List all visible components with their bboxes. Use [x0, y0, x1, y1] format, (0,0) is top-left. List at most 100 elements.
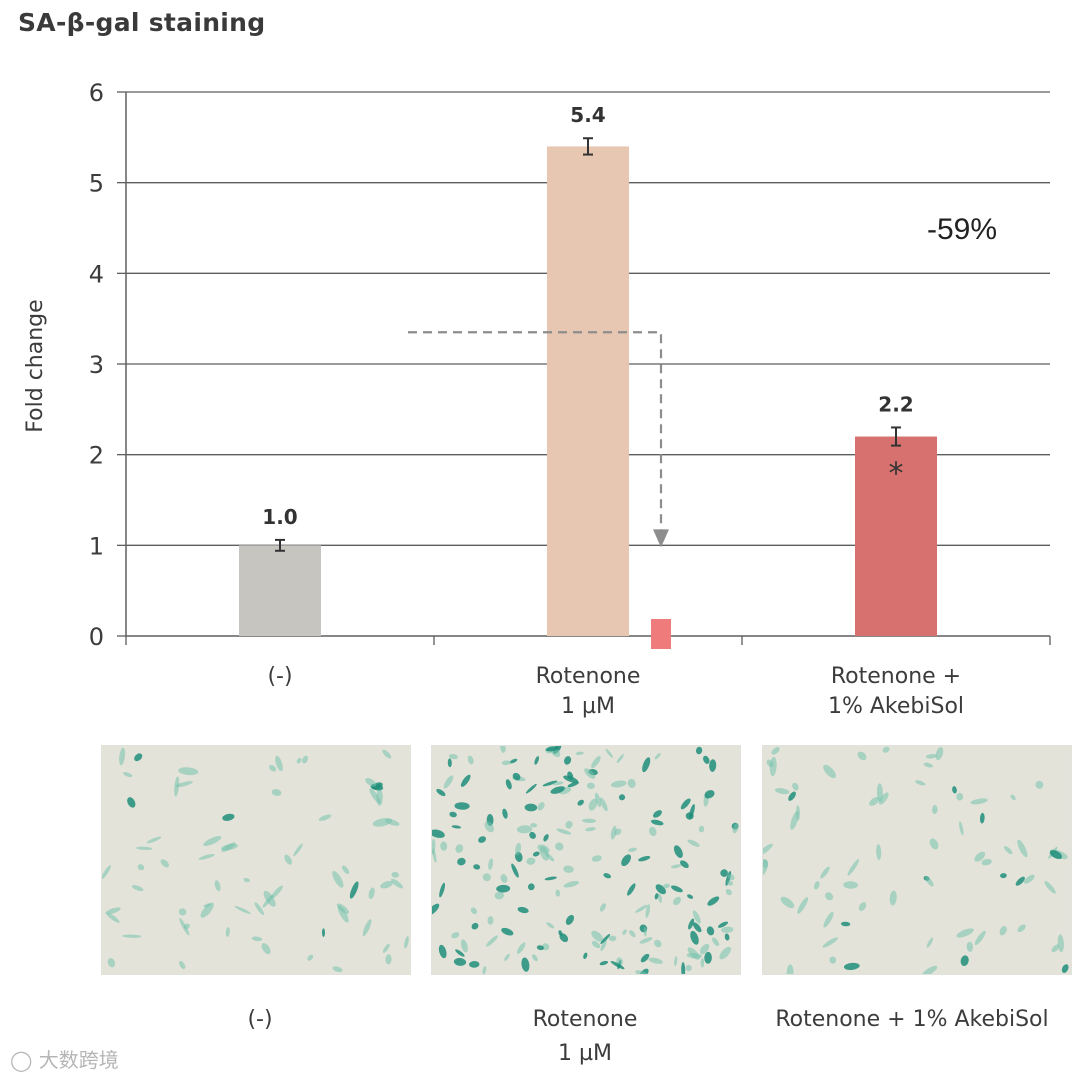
- stained-cell: [583, 952, 588, 959]
- stained-cell: [517, 906, 529, 914]
- stained-cell: [332, 966, 343, 973]
- stained-cell: [368, 887, 375, 899]
- stained-cell: [658, 893, 662, 903]
- stained-cell: [959, 821, 964, 836]
- stained-cell: [136, 846, 153, 850]
- stained-cell: [454, 802, 470, 810]
- stained-cell: [529, 831, 536, 839]
- stained-cell: [685, 812, 694, 820]
- stained-cell: [925, 876, 934, 887]
- stained-cell: [591, 940, 601, 949]
- stained-cell: [843, 962, 860, 970]
- stained-cell: [516, 825, 533, 834]
- stained-cell: [858, 902, 867, 912]
- stained-cell: [825, 892, 834, 901]
- stained-cell: [200, 902, 214, 918]
- stained-cell: [349, 881, 359, 899]
- stained-cell: [685, 964, 692, 972]
- y-tick-label: 0: [89, 623, 104, 651]
- stained-cell: [695, 746, 703, 755]
- stained-cell: [1051, 944, 1060, 953]
- stained-cell: [662, 883, 671, 889]
- stained-cell: [146, 836, 162, 844]
- stained-cell: [261, 943, 271, 955]
- stained-cell: [432, 848, 437, 863]
- watermark: ◯ 大数跨境: [10, 1044, 119, 1073]
- stained-cell: [649, 826, 657, 837]
- stained-cell: [376, 788, 383, 806]
- stained-cell: [567, 781, 579, 788]
- stained-cell: [455, 844, 464, 853]
- stained-cell: [447, 758, 452, 768]
- stained-cell: [925, 754, 938, 759]
- stained-cell: [270, 885, 283, 899]
- stained-cell: [269, 764, 277, 772]
- stained-cell: [889, 890, 897, 906]
- stained-cell: [721, 926, 734, 933]
- stained-cell: [643, 926, 647, 937]
- stained-cell: [451, 932, 460, 939]
- stained-cell: [1024, 874, 1035, 884]
- stained-cell: [1017, 924, 1026, 933]
- stained-cell: [820, 866, 830, 879]
- stained-cell: [451, 825, 462, 829]
- stained-cell: [692, 922, 702, 933]
- stained-cell: [131, 885, 144, 892]
- stained-cell: [307, 954, 314, 961]
- bar: [547, 146, 629, 636]
- stained-cell: [687, 894, 694, 899]
- micrograph-akebisol: [762, 745, 1072, 975]
- micrograph-background: [432, 746, 740, 974]
- x-tick-label: Rotenone: [536, 664, 641, 689]
- stained-cell: [650, 819, 664, 826]
- stained-cell: [512, 772, 521, 781]
- stained-cell: [555, 842, 564, 851]
- stained-cell: [599, 797, 608, 812]
- stained-cell: [707, 896, 720, 906]
- stained-cell: [563, 775, 579, 783]
- stained-cell: [106, 913, 120, 923]
- stained-cell: [382, 943, 390, 953]
- stained-cell: [823, 911, 834, 928]
- stained-cell: [878, 792, 889, 805]
- stained-cell: [698, 825, 705, 833]
- stained-cell: [536, 945, 544, 951]
- stained-cell: [1035, 780, 1044, 789]
- stained-cell: [460, 939, 468, 953]
- y-tick-label: 6: [89, 79, 104, 107]
- stained-cell: [673, 896, 681, 906]
- stained-cell: [501, 927, 514, 936]
- stained-cell: [621, 854, 632, 867]
- stained-cell: [687, 839, 700, 847]
- stained-cell: [608, 935, 617, 942]
- caption-line1: Rotenone + 1% AkebiSol: [775, 1007, 1049, 1032]
- stained-cell: [271, 789, 282, 796]
- stained-cell: [532, 851, 540, 857]
- stained-cell: [600, 939, 607, 952]
- stained-cell: [525, 783, 537, 794]
- stained-cell: [122, 934, 142, 938]
- stained-cell: [673, 845, 683, 858]
- stained-cell: [703, 755, 710, 764]
- stained-cell: [712, 937, 720, 947]
- stained-cell: [391, 871, 399, 878]
- stained-cell: [1004, 846, 1013, 855]
- stained-cell: [530, 823, 538, 828]
- stained-cell: [1049, 850, 1062, 860]
- stained-cell: [627, 883, 636, 896]
- data-label: 1.0: [262, 505, 297, 529]
- stained-cell: [432, 903, 440, 916]
- stained-cell: [550, 786, 565, 794]
- stained-cell: [923, 762, 933, 768]
- stained-cell: [134, 753, 143, 762]
- stained-cell: [974, 930, 986, 946]
- y-tick-label: 3: [89, 351, 104, 379]
- stained-cell: [404, 936, 409, 949]
- stained-cell: [526, 857, 536, 865]
- stained-cell: [203, 836, 222, 846]
- stained-cell: [478, 836, 487, 843]
- stained-cell: [575, 751, 584, 755]
- stained-cell: [882, 746, 890, 753]
- stained-cell: [296, 757, 302, 764]
- stained-cell: [771, 747, 780, 755]
